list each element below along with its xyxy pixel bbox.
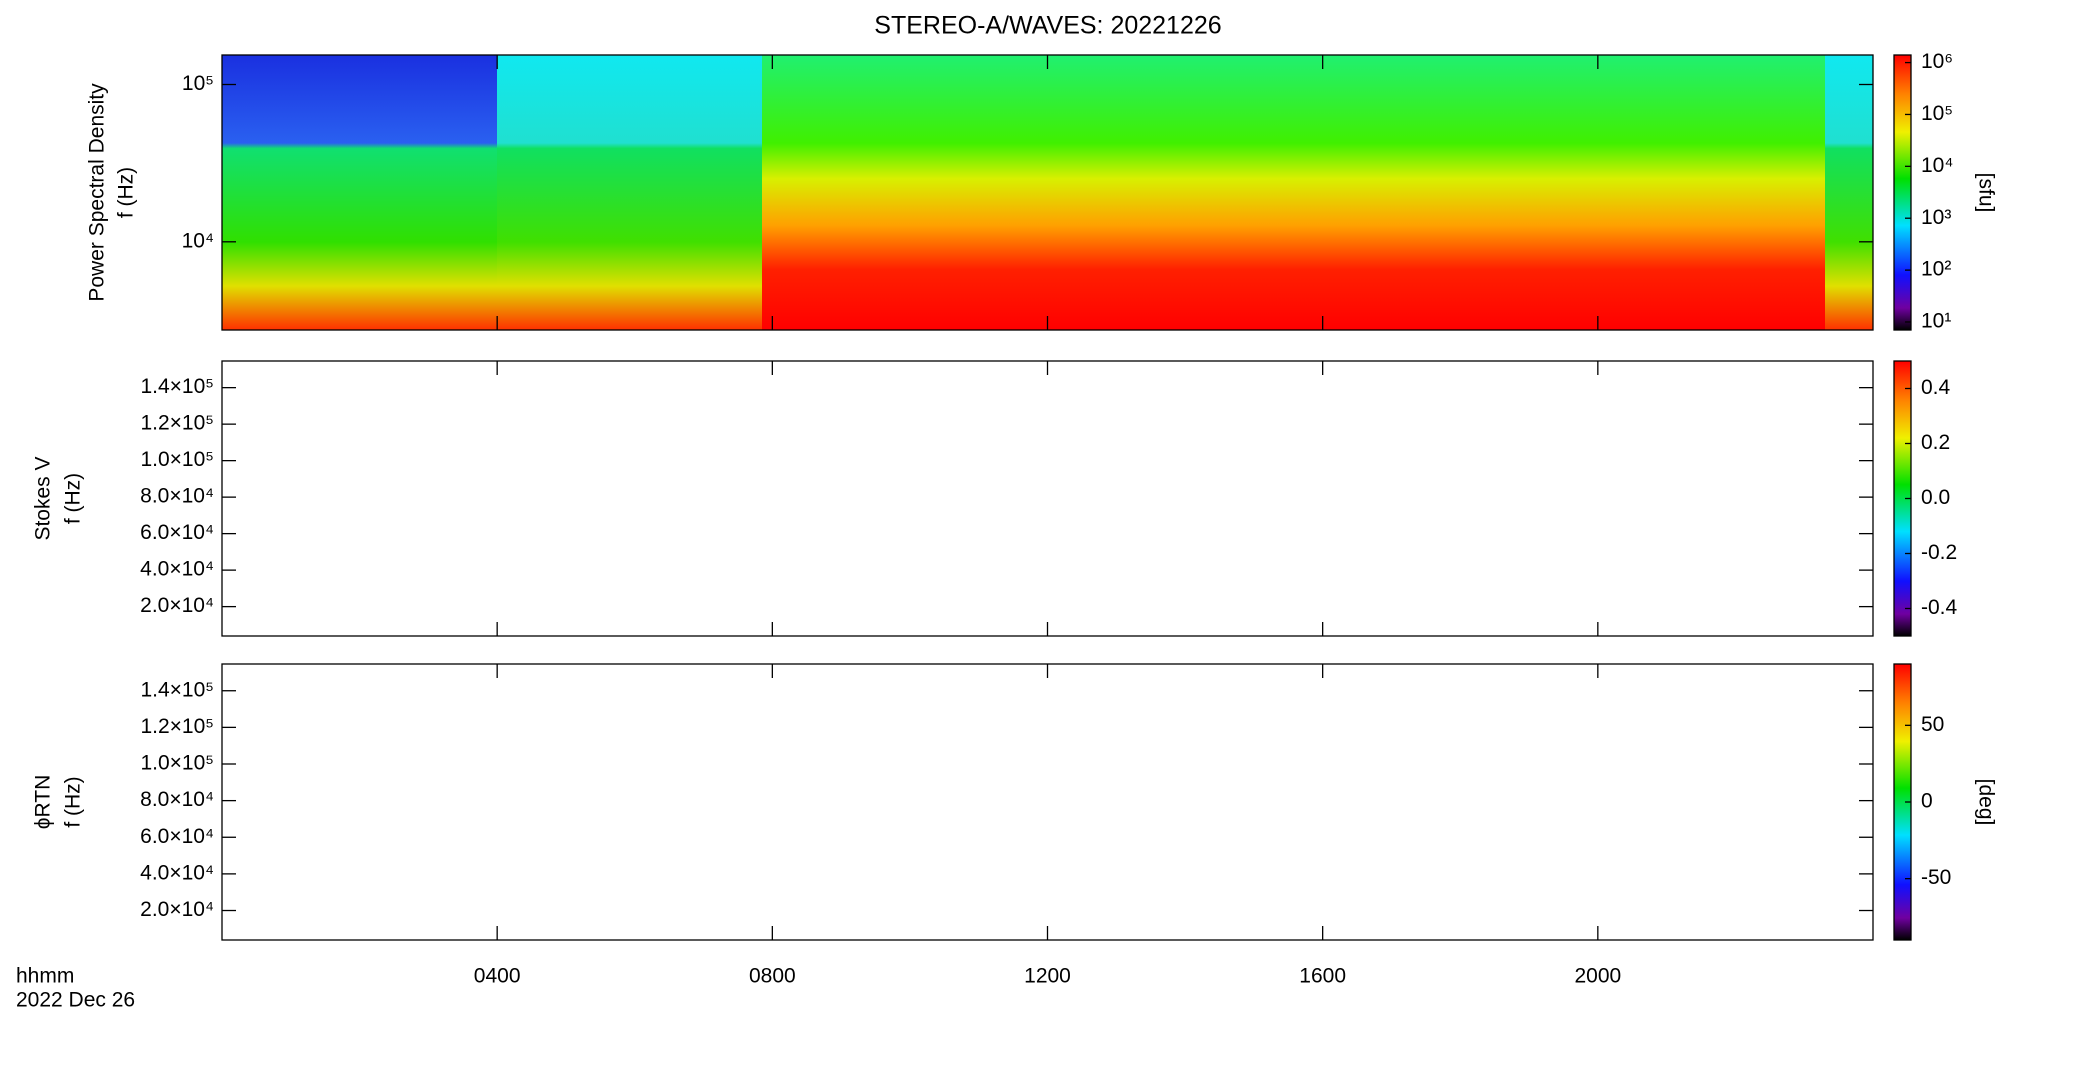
y-tick-label: 1.0×10⁵ [140,448,214,471]
colorbar-tick-label: 0.4 [1921,376,1951,399]
y-axis-label: f (Hz) [62,776,85,827]
y-tick-label: 1.0×10⁵ [140,752,214,775]
colorbar-tick-label: -50 [1921,866,1951,889]
colorbar-tick-label: 10² [1921,258,1951,281]
spectrogram-region [762,55,1825,330]
colorbar-tick-label: 0.0 [1921,486,1950,509]
colorbar-tick-label: -0.2 [1921,541,1957,564]
y-axis-label: f (Hz) [62,473,85,524]
y-tick-label: 6.0×10⁴ [140,825,214,848]
colorbar-tick-label: 0.2 [1921,431,1950,454]
y-axis-label: Stokes V [32,456,55,540]
x-axis-label: hhmm [16,965,74,988]
colorbar-tick-label: 10⁴ [1921,154,1953,177]
y-tick-label: 10⁴ [182,229,214,252]
colorbar-tick-label: 50 [1921,713,1944,736]
x-tick-label: 1600 [1299,965,1346,988]
x-axis-label: 2022 Dec 26 [16,989,135,1012]
spectrogram-region [1825,55,1873,330]
chart-title: STEREO-A/WAVES: 20221226 [874,12,1221,40]
y-tick-label: 4.0×10⁴ [140,558,214,581]
colorbar-label: [sfu] [1974,173,1997,213]
y-tick-label: 10⁵ [182,72,214,95]
x-tick-label: 2000 [1574,965,1621,988]
colorbar-tick-label: 0 [1921,790,1933,813]
y-axis-label: Power Spectral Density [86,83,109,302]
y-tick-label: 8.0×10⁴ [140,788,214,811]
y-tick-label: 8.0×10⁴ [140,485,214,508]
y-tick-label: 1.4×10⁵ [140,375,214,398]
y-tick-label: 1.4×10⁵ [140,678,214,701]
y-tick-label: 2.0×10⁴ [140,594,214,617]
y-tick-label: 6.0×10⁴ [140,521,214,544]
y-tick-label: 1.2×10⁵ [140,412,214,435]
x-tick-label: 0800 [749,965,796,988]
y-tick-label: 2.0×10⁴ [140,898,214,921]
colorbar-label: [deg] [1974,779,1997,826]
spectrogram-region [497,55,762,330]
y-axis-label: f (Hz) [115,167,138,218]
plot-frame [221,360,1874,637]
colorbar-tick-label: 10¹ [1921,310,1951,333]
y-axis-label: ϕRTN [32,775,55,830]
y-tick-label: 4.0×10⁴ [140,861,214,884]
colorbar-tick-label: 10³ [1921,206,1951,229]
y-tick-label: 1.2×10⁵ [140,715,214,738]
x-tick-label: 1200 [1024,965,1071,988]
colorbar-tick-label: 10⁵ [1921,102,1953,125]
x-tick-label: 0400 [474,965,521,988]
colorbar-tick-label: 10⁶ [1921,50,1953,73]
plot-frame [221,663,1874,941]
spectrogram-region [222,55,497,330]
colorbar [1893,54,1912,331]
colorbar-tick-label: -0.4 [1921,596,1958,619]
spectrogram [222,55,1873,330]
